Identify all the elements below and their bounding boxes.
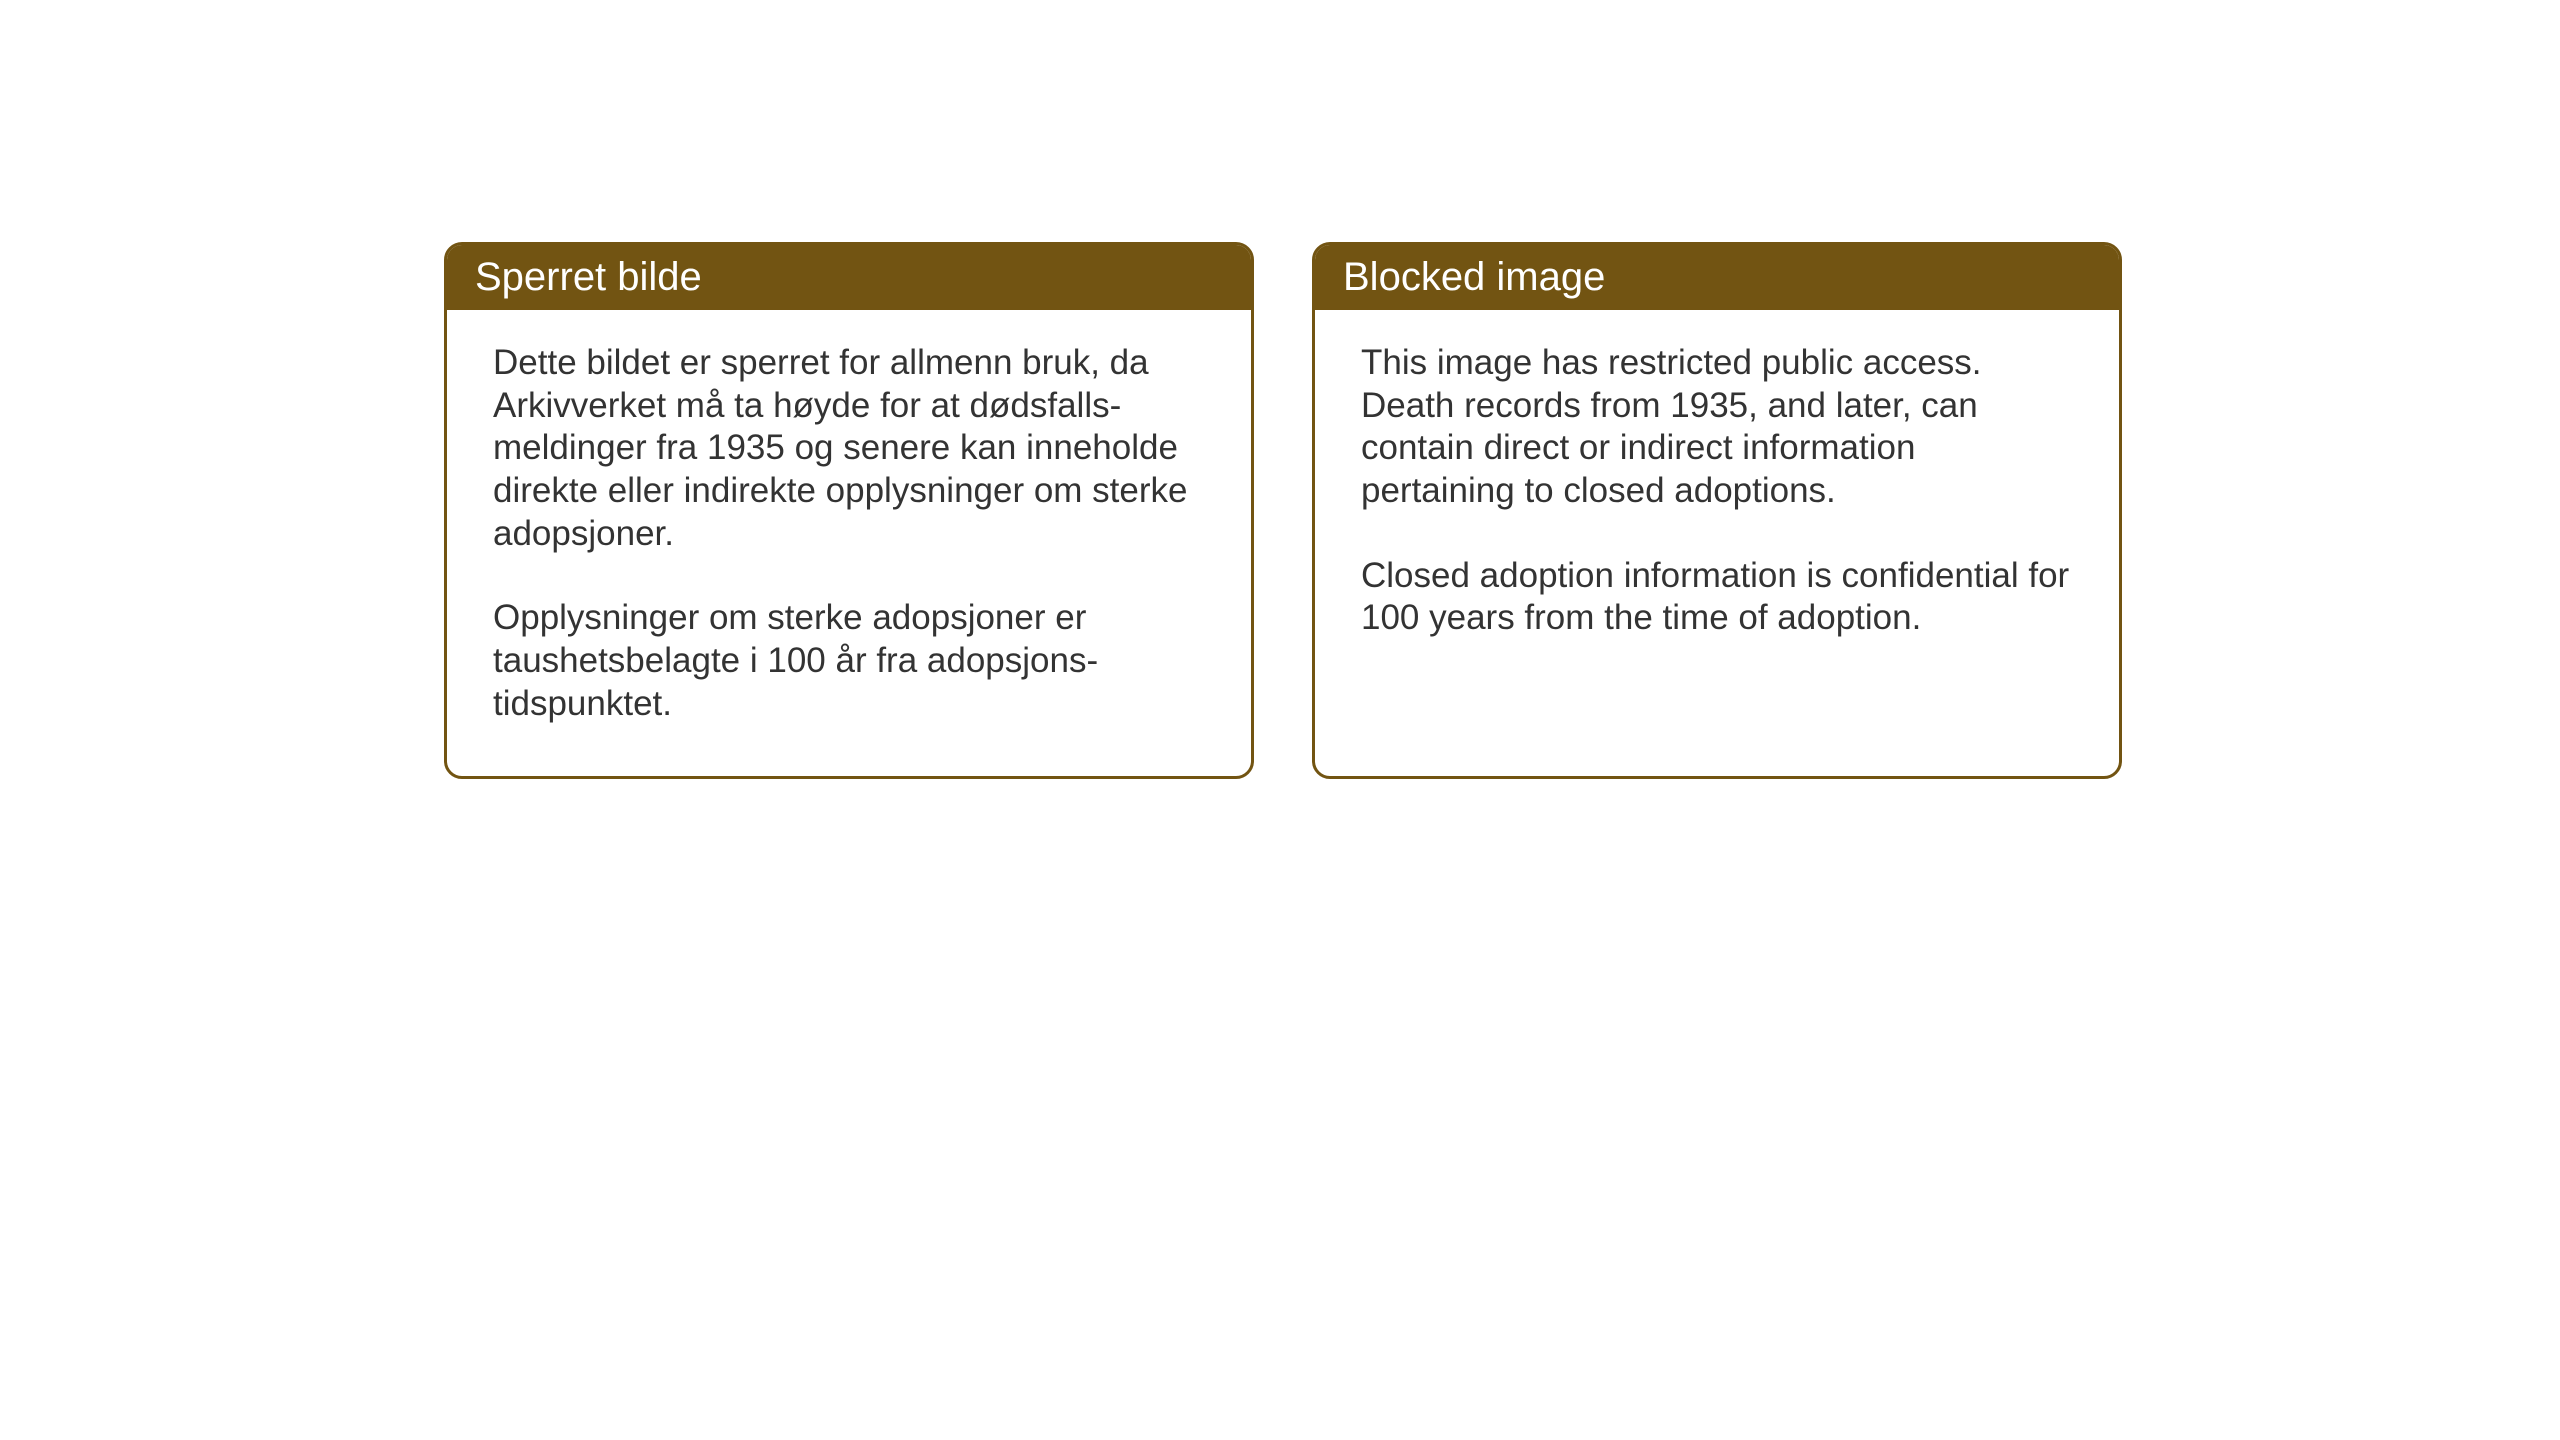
notice-title-english: Blocked image <box>1315 245 2119 310</box>
notice-paragraph-1-norwegian: Dette bildet er sperret for allmenn bruk… <box>493 342 1205 555</box>
notice-paragraph-2-norwegian: Opplysninger om sterke adopsjoner er tau… <box>493 597 1205 725</box>
notice-title-norwegian: Sperret bilde <box>447 245 1251 310</box>
notice-card-english: Blocked image This image has restricted … <box>1312 242 2122 779</box>
notice-body-english: This image has restricted public access.… <box>1315 310 2119 690</box>
notice-paragraph-1-english: This image has restricted public access.… <box>1361 342 2073 513</box>
notice-body-norwegian: Dette bildet er sperret for allmenn bruk… <box>447 310 1251 776</box>
notice-card-norwegian: Sperret bilde Dette bildet er sperret fo… <box>444 242 1254 779</box>
notice-container: Sperret bilde Dette bildet er sperret fo… <box>444 242 2122 779</box>
notice-paragraph-2-english: Closed adoption information is confident… <box>1361 555 2073 640</box>
